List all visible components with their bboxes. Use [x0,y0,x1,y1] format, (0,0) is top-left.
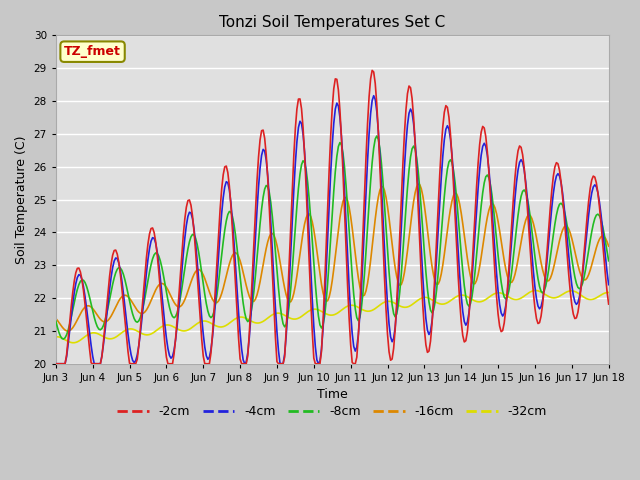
X-axis label: Time: Time [317,388,348,401]
Y-axis label: Soil Temperature (C): Soil Temperature (C) [15,135,28,264]
Legend: -2cm, -4cm, -8cm, -16cm, -32cm: -2cm, -4cm, -8cm, -16cm, -32cm [113,400,552,423]
Title: Tonzi Soil Temperatures Set C: Tonzi Soil Temperatures Set C [219,15,445,30]
Text: TZ_fmet: TZ_fmet [64,45,121,58]
